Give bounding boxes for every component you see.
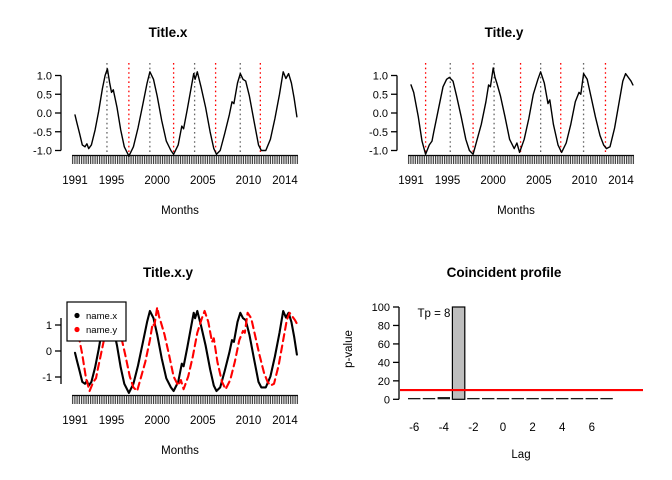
svg-text:-1.0: -1.0 [369, 146, 388, 158]
svg-text:0.0: 0.0 [37, 108, 52, 120]
svg-text:1.0: 1.0 [37, 71, 52, 83]
svg-text:-0.5: -0.5 [369, 127, 388, 139]
svg-text:2005: 2005 [526, 175, 552, 187]
svg-text:1991: 1991 [398, 175, 424, 187]
svg-text:-2: -2 [468, 422, 478, 434]
svg-text:2: 2 [529, 422, 535, 434]
svg-text:-1.0: -1.0 [33, 146, 52, 158]
svg-text:1: 1 [46, 320, 52, 332]
svg-text:-6: -6 [409, 422, 419, 434]
svg-text:0.0: 0.0 [373, 108, 388, 120]
svg-text:2000: 2000 [144, 415, 170, 427]
svg-text:6: 6 [589, 422, 595, 434]
svg-text:0: 0 [500, 422, 506, 434]
svg-text:0: 0 [384, 394, 390, 406]
svg-text:60: 60 [378, 339, 390, 351]
svg-text:0.5: 0.5 [37, 89, 52, 101]
svg-text:2000: 2000 [480, 175, 506, 187]
svg-text:1995: 1995 [99, 175, 125, 187]
svg-text:-1: -1 [42, 372, 52, 384]
svg-text:40: 40 [378, 357, 390, 369]
svg-text:-0.5: -0.5 [33, 127, 52, 139]
svg-text:2014: 2014 [272, 415, 298, 427]
svg-text:1991: 1991 [62, 175, 88, 187]
svg-text:2000: 2000 [144, 175, 170, 187]
svg-text:1.0: 1.0 [373, 71, 388, 83]
svg-text:4: 4 [559, 422, 566, 434]
svg-text:2014: 2014 [272, 175, 298, 187]
svg-text:2005: 2005 [190, 415, 216, 427]
svg-text:100: 100 [372, 302, 390, 314]
svg-text:1991: 1991 [62, 415, 88, 427]
svg-text:0: 0 [46, 346, 52, 358]
svg-text:2014: 2014 [608, 175, 634, 187]
svg-text:1995: 1995 [99, 415, 125, 427]
svg-text:2010: 2010 [236, 415, 262, 427]
svg-text:2010: 2010 [572, 175, 598, 187]
legend-label: name.x [86, 311, 117, 322]
svg-text:20: 20 [378, 376, 390, 388]
svg-text:2005: 2005 [190, 175, 216, 187]
svg-text:1995: 1995 [435, 175, 461, 187]
svg-text:2010: 2010 [236, 175, 262, 187]
svg-text:80: 80 [378, 320, 390, 332]
svg-text:-4: -4 [439, 422, 450, 434]
svg-text:0.5: 0.5 [373, 89, 388, 101]
legend-label: name.y [86, 325, 117, 336]
